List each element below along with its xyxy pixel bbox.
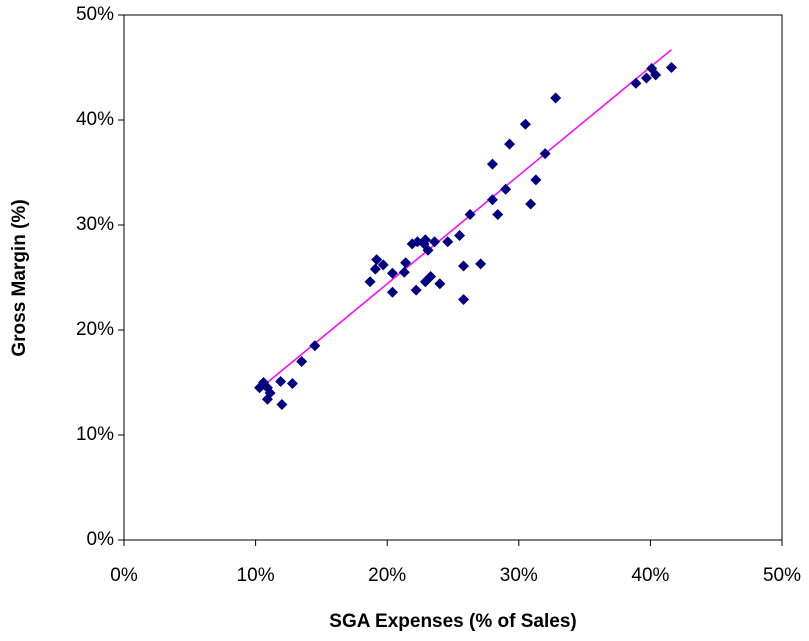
point: [458, 294, 470, 306]
y-tick-label: 40%: [76, 109, 114, 130]
point: [650, 69, 662, 81]
x-tick-label: 10%: [237, 565, 275, 586]
x-tick-label: 0%: [110, 565, 138, 586]
point: [475, 258, 487, 270]
point: [530, 174, 542, 186]
point: [525, 198, 537, 210]
point: [539, 148, 551, 160]
point: [486, 158, 498, 170]
plot-frame: [123, 14, 783, 541]
y-tick-label: 10%: [76, 424, 114, 445]
point: [275, 375, 287, 387]
x-axis-title: SGA Expenses (% of Sales): [329, 611, 576, 632]
point: [550, 92, 562, 104]
point: [364, 276, 376, 288]
x-tick-label: 50%: [763, 565, 801, 586]
point: [369, 263, 381, 275]
y-tick-label: 0%: [87, 529, 115, 550]
x-tick-label: 40%: [631, 565, 669, 586]
point: [464, 209, 476, 220]
y-tick-label: 30%: [76, 214, 114, 235]
x-tick-label: 20%: [368, 565, 406, 586]
point: [377, 259, 389, 271]
point: [286, 378, 298, 390]
point: [398, 266, 410, 278]
point: [261, 393, 273, 405]
point: [504, 138, 516, 150]
point: [386, 267, 398, 279]
point: [492, 209, 504, 220]
y-tick-label: 20%: [76, 319, 114, 340]
point: [422, 244, 434, 256]
point: [500, 183, 512, 195]
point: [640, 72, 652, 84]
point: [486, 194, 498, 206]
point: [429, 236, 441, 248]
point: [458, 260, 470, 272]
point: [296, 356, 308, 367]
point: [386, 286, 398, 298]
point: [434, 278, 446, 290]
point: [371, 254, 383, 266]
point: [442, 236, 454, 248]
point: [410, 284, 422, 296]
point: [419, 234, 431, 246]
point: [519, 118, 531, 130]
x-tick-label: 30%: [500, 565, 538, 586]
point: [276, 399, 288, 411]
point: [665, 62, 677, 73]
point: [400, 257, 412, 269]
y-tick-label: 50%: [76, 4, 114, 25]
point: [425, 270, 437, 282]
point: [254, 382, 266, 394]
point: [454, 230, 466, 241]
point: [309, 340, 321, 352]
point: [630, 77, 642, 89]
y-axis-title: Gross Margin (%): [9, 199, 30, 356]
